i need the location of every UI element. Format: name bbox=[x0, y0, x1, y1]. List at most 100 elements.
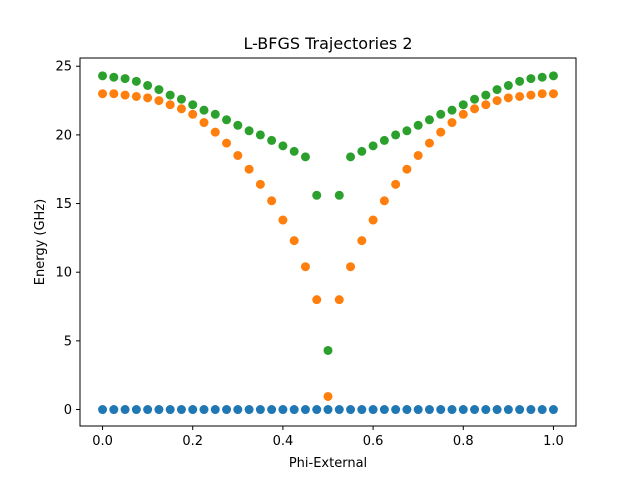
data-point bbox=[233, 120, 243, 130]
x-tick-label: 1.0 bbox=[543, 434, 564, 449]
data-point bbox=[255, 405, 265, 415]
data-point bbox=[233, 405, 243, 415]
data-point bbox=[515, 405, 525, 415]
data-point bbox=[188, 405, 198, 415]
plot-marks bbox=[98, 71, 558, 415]
data-point bbox=[131, 405, 141, 415]
data-point bbox=[402, 126, 412, 136]
data-point bbox=[176, 405, 186, 415]
data-point bbox=[470, 104, 480, 114]
y-axis: 0 5 10 15 20 25 bbox=[55, 60, 80, 418]
data-point bbox=[165, 405, 175, 415]
data-point bbox=[176, 94, 186, 104]
data-point bbox=[481, 100, 491, 110]
data-point bbox=[334, 295, 344, 305]
y-tick-label: 0 bbox=[64, 403, 72, 418]
data-point bbox=[526, 90, 536, 100]
x-tick-label: 0.6 bbox=[363, 434, 384, 449]
data-point bbox=[503, 93, 513, 103]
data-point bbox=[244, 126, 254, 136]
data-point bbox=[131, 76, 141, 86]
data-point bbox=[98, 89, 108, 99]
data-point bbox=[424, 405, 434, 415]
data-point bbox=[334, 190, 344, 200]
data-point bbox=[131, 91, 141, 101]
x-tick-label: 0.0 bbox=[92, 434, 113, 449]
data-point bbox=[402, 405, 412, 415]
data-point bbox=[346, 405, 356, 415]
data-point bbox=[120, 90, 130, 100]
data-point bbox=[188, 109, 198, 119]
data-point bbox=[199, 405, 209, 415]
data-point bbox=[470, 94, 480, 104]
data-point bbox=[222, 138, 232, 148]
data-point bbox=[402, 164, 412, 174]
data-point bbox=[413, 150, 423, 160]
x-tick-label: 0.2 bbox=[182, 434, 203, 449]
data-point bbox=[255, 179, 265, 189]
data-point bbox=[436, 405, 446, 415]
data-point bbox=[346, 262, 356, 272]
data-point bbox=[413, 405, 423, 415]
data-point bbox=[244, 164, 254, 174]
data-point bbox=[120, 74, 130, 84]
series-1 bbox=[98, 405, 558, 415]
plot-frame bbox=[79, 57, 577, 427]
data-point bbox=[267, 196, 277, 206]
data-point bbox=[436, 127, 446, 137]
data-point bbox=[503, 405, 513, 415]
data-point bbox=[312, 190, 322, 200]
data-point bbox=[368, 405, 378, 415]
data-point bbox=[379, 405, 389, 415]
data-point bbox=[222, 115, 232, 125]
y-tick-label: 20 bbox=[55, 128, 72, 143]
x-tick-label: 0.8 bbox=[453, 434, 474, 449]
data-point bbox=[210, 109, 220, 119]
data-point bbox=[312, 295, 322, 305]
series-2 bbox=[98, 89, 558, 401]
data-point bbox=[210, 127, 220, 137]
data-point bbox=[300, 405, 310, 415]
data-point bbox=[368, 215, 378, 225]
data-point bbox=[109, 405, 119, 415]
data-point bbox=[537, 405, 547, 415]
data-point bbox=[267, 405, 277, 415]
data-point bbox=[391, 405, 401, 415]
y-axis-label: Energy (GHz) bbox=[33, 199, 48, 285]
data-point bbox=[515, 91, 525, 101]
data-point bbox=[481, 90, 491, 100]
data-point bbox=[165, 100, 175, 110]
data-point bbox=[199, 118, 209, 128]
data-point bbox=[165, 90, 175, 100]
data-point bbox=[222, 405, 232, 415]
data-point bbox=[526, 405, 536, 415]
data-point bbox=[379, 196, 389, 206]
data-point bbox=[176, 104, 186, 114]
x-axis: 0.0 0.2 0.4 0.6 0.8 1.0 bbox=[92, 426, 564, 449]
data-point bbox=[278, 141, 288, 151]
data-point bbox=[143, 93, 153, 103]
data-point bbox=[233, 150, 243, 160]
data-point bbox=[312, 405, 322, 415]
data-point bbox=[436, 109, 446, 119]
x-axis-label: Phi-External bbox=[289, 456, 367, 471]
data-point bbox=[458, 405, 468, 415]
data-point bbox=[154, 85, 164, 95]
data-point bbox=[199, 105, 209, 115]
data-point bbox=[492, 96, 502, 106]
data-point bbox=[537, 72, 547, 82]
data-point bbox=[391, 130, 401, 140]
data-point bbox=[379, 135, 389, 145]
data-point bbox=[323, 405, 333, 415]
data-point bbox=[368, 141, 378, 151]
data-point bbox=[447, 405, 457, 415]
data-point bbox=[109, 72, 119, 82]
data-point bbox=[447, 118, 457, 128]
x-tick-label: 0.4 bbox=[273, 434, 294, 449]
data-point bbox=[278, 405, 288, 415]
data-point bbox=[334, 405, 344, 415]
data-point bbox=[346, 152, 356, 162]
data-point bbox=[244, 405, 254, 415]
chart-title: L-BFGS Trajectories 2 bbox=[243, 34, 412, 53]
